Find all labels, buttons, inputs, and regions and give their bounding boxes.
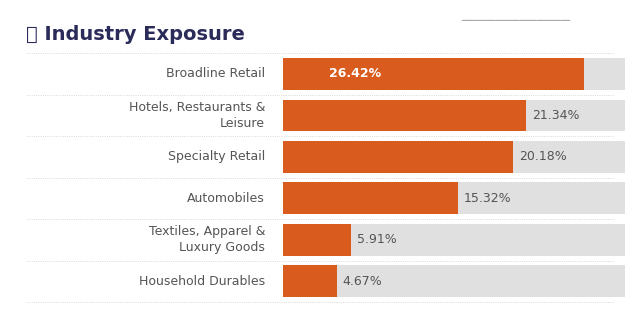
Text: Hotels, Restaurants &
Leisure: Hotels, Restaurants & Leisure <box>129 101 265 130</box>
Text: Household Durables: Household Durables <box>139 275 265 288</box>
Text: Automobiles: Automobiles <box>188 192 265 205</box>
FancyBboxPatch shape <box>284 265 625 297</box>
FancyBboxPatch shape <box>284 58 625 90</box>
Text: 4.67%: 4.67% <box>342 275 383 288</box>
Text: Specialty Retail: Specialty Retail <box>168 150 265 163</box>
Text: 15.32%: 15.32% <box>464 192 511 205</box>
Text: 20.18%: 20.18% <box>519 150 567 163</box>
Text: Textiles, Apparel &
Luxury Goods: Textiles, Apparel & Luxury Goods <box>148 225 265 254</box>
Text: 5.91%: 5.91% <box>356 233 397 246</box>
FancyBboxPatch shape <box>284 100 625 131</box>
FancyBboxPatch shape <box>284 58 584 90</box>
FancyBboxPatch shape <box>284 224 351 256</box>
Text: 26.42%: 26.42% <box>328 67 381 80</box>
FancyBboxPatch shape <box>284 141 625 172</box>
FancyBboxPatch shape <box>284 183 625 214</box>
Text: ─────────────: ───────────── <box>461 14 570 28</box>
FancyBboxPatch shape <box>284 183 458 214</box>
FancyBboxPatch shape <box>284 100 526 131</box>
FancyBboxPatch shape <box>284 141 513 172</box>
Text: 🔒 Industry Exposure: 🔒 Industry Exposure <box>26 25 244 44</box>
Text: Broadline Retail: Broadline Retail <box>166 67 265 80</box>
Text: 21.34%: 21.34% <box>532 109 580 122</box>
FancyBboxPatch shape <box>284 265 337 297</box>
FancyBboxPatch shape <box>284 224 625 256</box>
